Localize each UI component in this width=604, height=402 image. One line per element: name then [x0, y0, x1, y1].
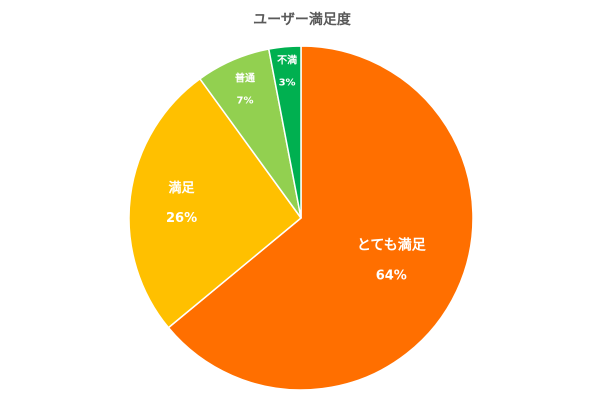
pie-slice [128, 77, 303, 329]
slice-value-label: 26% [166, 211, 197, 226]
slice-label: 不満 [277, 54, 297, 67]
slice-label: 満足 [169, 180, 196, 196]
slice-value-label: 7% [236, 96, 253, 107]
slice-label: とても満足 [357, 236, 427, 253]
pie-slice [267, 45, 302, 219]
slice-label: 普通 [235, 72, 255, 85]
slice-value-label: 64% [376, 268, 407, 283]
slice-value-label: 3% [279, 78, 296, 89]
chart-title: ユーザー満足度 [253, 12, 351, 28]
pie-slice [167, 45, 474, 391]
